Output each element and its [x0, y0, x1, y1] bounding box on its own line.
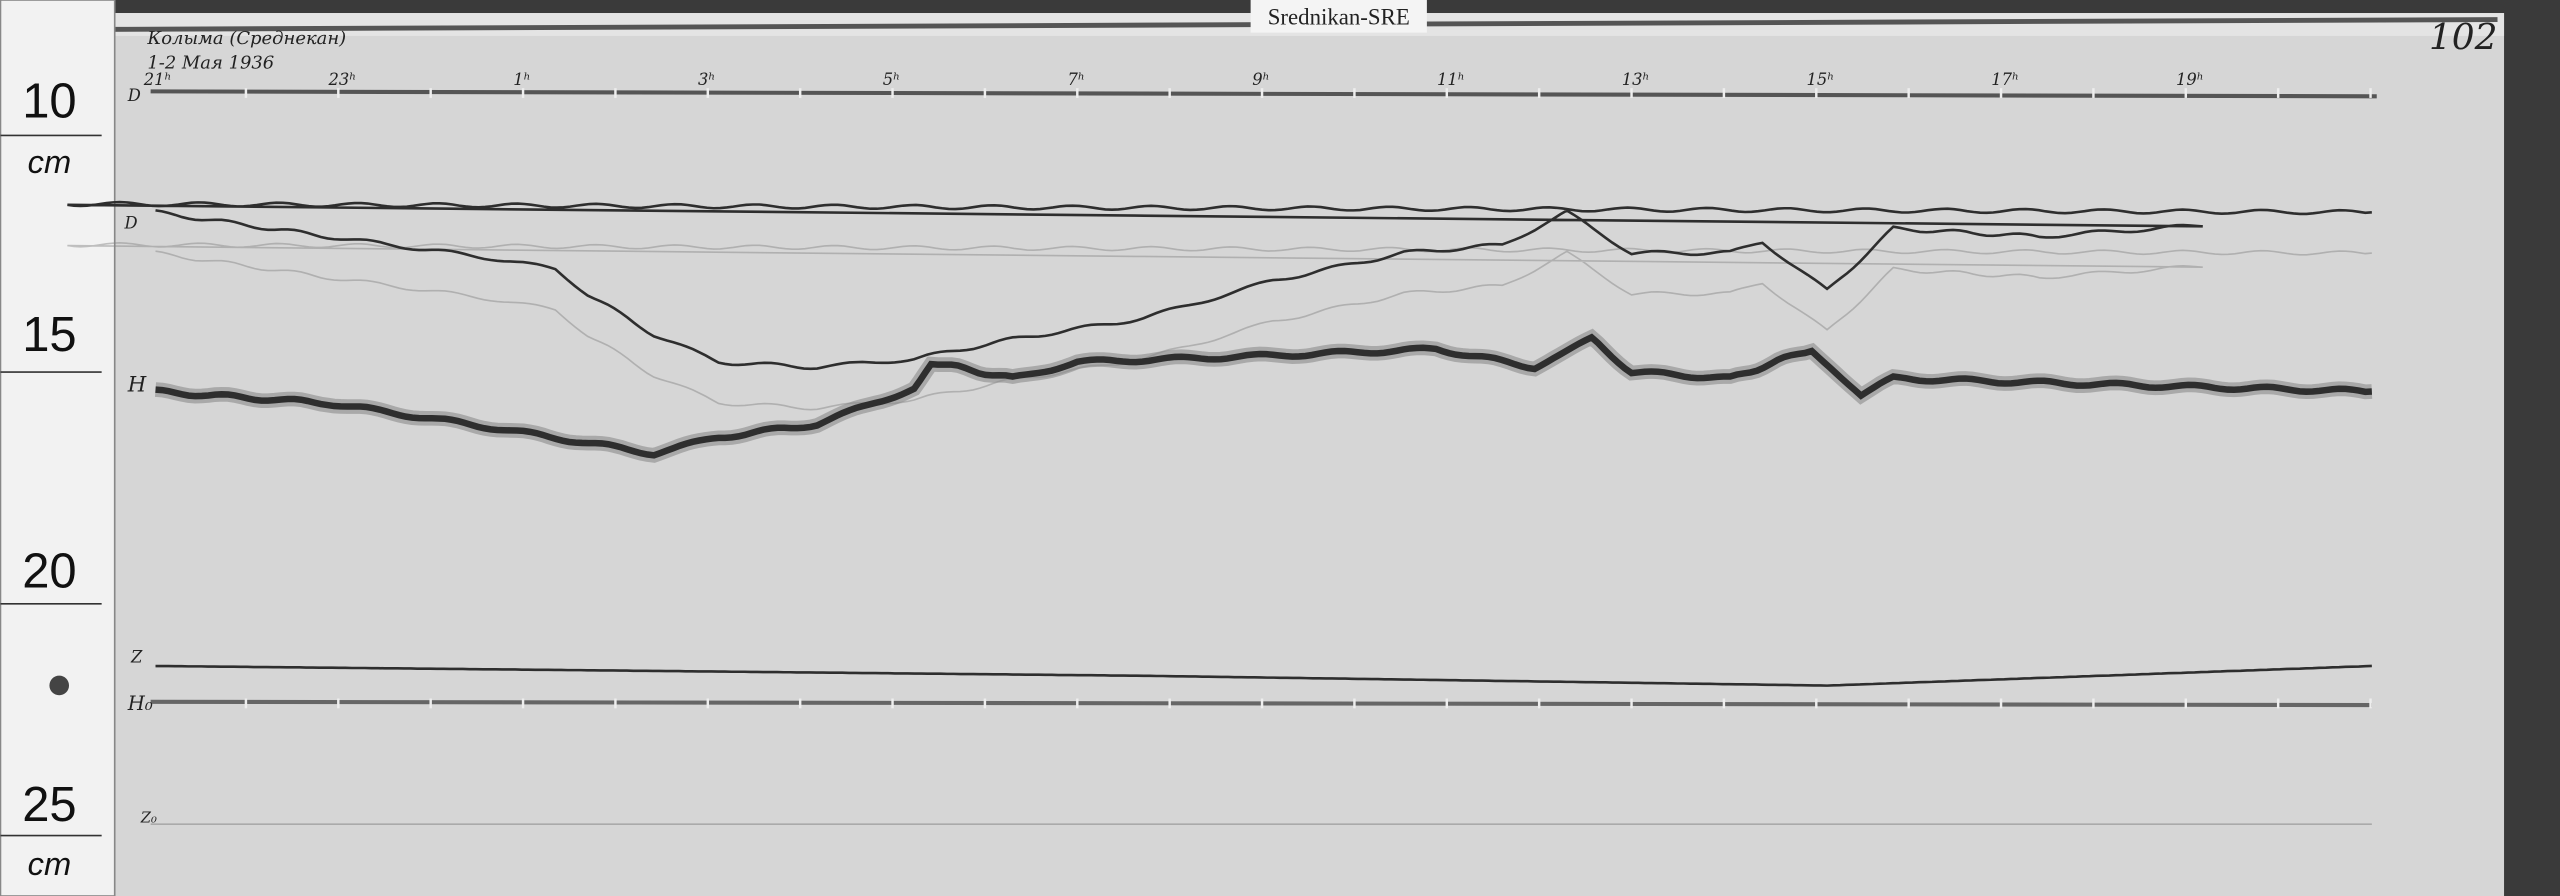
x-tick-label: 23ʰ: [328, 70, 357, 89]
ruler-hole: [49, 675, 70, 696]
x-tick-label: 11ʰ: [1437, 70, 1465, 89]
hour-ticks: 23ʰ 1ʰ 3ʰ 5ʰ 7ʰ 9ʰ 11ʰ 13ʰ 15ʰ 17ʰ 19ʰ 21ʰ: [143, 70, 2372, 709]
x-tick-label: 13ʰ: [1622, 70, 1650, 89]
x-tick-label: 3ʰ: [698, 70, 715, 89]
ruler: 10 cm 15 20 25 cm: [0, 0, 116, 896]
x-tick-label: 17ʰ: [1991, 70, 2019, 89]
x-tick-label: 9ʰ: [1252, 70, 1269, 89]
station-label-box: [1250, 0, 1427, 33]
trace-label-d-upper: D: [124, 213, 138, 232]
trace-label-z: Z: [130, 648, 143, 667]
x-tick-label: 15ʰ: [1807, 70, 1835, 89]
paper-sheet: [101, 13, 2505, 896]
trace-d: [67, 200, 2372, 371]
ruler-unit-bottom: cm: [28, 845, 72, 882]
trace-z: [155, 664, 2372, 687]
x-tick-label: 21ʰ: [143, 70, 172, 89]
trace-label-z0: Z₀: [140, 810, 157, 827]
d-baseline: [150, 89, 2377, 99]
ruler-unit-top: cm: [28, 143, 72, 180]
ruler-body: [0, 0, 116, 896]
x-tick-label: 5ʰ: [883, 70, 900, 89]
traces: [67, 200, 2373, 687]
header-station: Колыма (Среднекан): [146, 28, 346, 49]
x-tick-label: 1ʰ: [513, 70, 530, 89]
trace-label-d: D: [127, 86, 141, 105]
x-tick-label: 7ʰ: [1068, 70, 1085, 89]
trace-h: [155, 333, 2373, 459]
trace-label-h0: H₀: [127, 692, 153, 715]
x-tick-label: 19ʰ: [2176, 70, 2204, 89]
sheet-number: 102: [2429, 17, 2498, 58]
ruler-label: 20: [22, 545, 76, 599]
ruler-label: 10: [22, 75, 76, 129]
ruler-label: 25: [22, 778, 76, 832]
station-label: Srednikan-SRE: [1268, 4, 1410, 29]
trace-label-h: H: [127, 373, 147, 398]
header-date: 1-2 Мая 1936: [147, 53, 274, 74]
ruler-label: 15: [22, 308, 76, 362]
